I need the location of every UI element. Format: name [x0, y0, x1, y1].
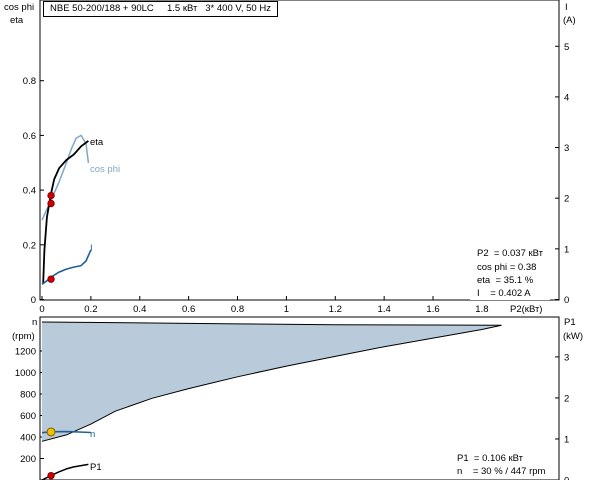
readout-current: I = 0.402 A [477, 288, 531, 299]
series-label-n: n [90, 429, 95, 440]
area-n-lower-boundary [41, 324, 502, 442]
tick-label-right-2: 2 [564, 194, 569, 205]
tick-label-x-0.4: 0.4 [133, 304, 146, 315]
tick-label-x-0.6: 0.6 [182, 304, 195, 315]
tick-label-x-1.4: 1.4 [378, 304, 391, 315]
series-label-p1: P1 [90, 462, 102, 473]
tick-label-p1-1: 1 [564, 434, 569, 445]
readout-eta: eta = 35.1 % [477, 275, 534, 286]
tick-label-p1-3: 3 [564, 352, 569, 363]
axis-ticks: 0 0.2 0.4 0.6 0.8 0 1 2 3 4 5 0 0.2 0.4 0.6 0.8 1 1.2 1.4 1… [15, 42, 569, 480]
marker-p1 [47, 471, 55, 480]
tick-label-x-0.8: 0.8 [231, 304, 244, 315]
tick-label-n-1200: 1200 [15, 347, 36, 358]
tick-label-x-1.2: 1.2 [329, 304, 342, 315]
readout-p1: P1 = 0.106 кВт [457, 453, 524, 464]
tick-label-left-0: 0 [31, 295, 36, 306]
top-right-axis-label-1: I [565, 2, 568, 13]
bottom-panel-frame [39, 316, 560, 480]
tick-label-p1-0: 0 [564, 476, 569, 480]
bottom-left-axis-label-2: (rpm) [12, 331, 35, 342]
top-left-axis-label-2: eta [10, 15, 24, 26]
tick-label-n-600: 600 [20, 411, 36, 422]
series-label-cos-phi: cos phi [90, 164, 120, 175]
marker-n [46, 427, 56, 437]
tick-label-n-200: 200 [20, 454, 36, 465]
chart-title: NBE 50-200/188 + 90LC 1.5 кВт 3* 400 V, … [43, 1, 278, 17]
marker-cos-phi [47, 191, 55, 200]
readout-n: n = 30 % / 447 rpm [457, 466, 546, 477]
tick-label-right-4: 4 [564, 92, 569, 103]
tick-label-x-1.6: 1.6 [426, 304, 439, 315]
tick-label-right-0: 0 [564, 295, 569, 306]
tick-label-left-0.2: 0.2 [23, 240, 36, 251]
tick-label-right-3: 3 [564, 143, 569, 154]
tick-label-n-1000: 1000 [15, 368, 36, 379]
tick-label-left-0.4: 0.4 [23, 186, 36, 197]
tick-label-x-1.8: 1.8 [475, 304, 488, 315]
readout-p2: P2 = 0.037 кВт [477, 248, 544, 259]
operating-point-markers [46, 191, 56, 480]
area-n-region [42, 322, 502, 442]
tick-label-right-5: 5 [564, 42, 569, 53]
tick-label-p1-2: 2 [564, 393, 569, 404]
line-eta [42, 140, 89, 284]
tick-label-right-1: 1 [564, 244, 569, 255]
x-axis-label: P2(кВт) [510, 304, 542, 315]
tick-label-x-0.2: 0.2 [84, 304, 97, 315]
tick-label-left-0.8: 0.8 [23, 76, 36, 87]
top-panel-frame [39, 0, 560, 301]
tick-label-left-0.6: 0.6 [23, 131, 36, 142]
top-left-axis-label-1: cos phi [4, 2, 34, 13]
marker-current [47, 275, 55, 283]
readout-cos-phi: cos phi = 0.38 [477, 262, 536, 273]
speed-area [41, 321, 502, 442]
top-readout-box [470, 244, 550, 300]
bottom-right-axis-label-2: (kW) [563, 331, 583, 342]
series-label-eta: eta [90, 137, 104, 148]
series-label-current: I [90, 243, 93, 254]
tick-label-n-400: 400 [20, 433, 36, 444]
top-right-axis-label-2: (A) [563, 15, 576, 26]
bottom-right-axis-label-1: P1 [564, 317, 576, 328]
area-n-upper-boundary [41, 321, 502, 326]
tick-label-x-0: 0 [39, 304, 44, 315]
tick-label-n-800: 800 [20, 390, 36, 401]
tick-label-x-1: 1 [284, 304, 289, 315]
marker-eta [47, 199, 55, 208]
bottom-left-axis-label-1: n [32, 317, 37, 328]
